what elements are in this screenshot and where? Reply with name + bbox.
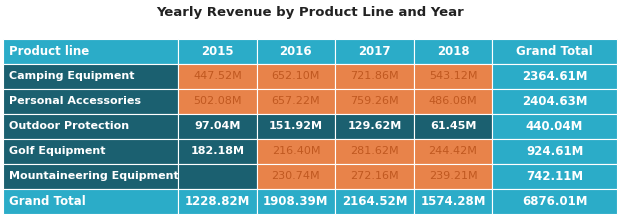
Bar <box>414 114 492 139</box>
Bar <box>3 139 178 164</box>
Bar <box>492 139 617 164</box>
Text: 281.62M: 281.62M <box>350 146 399 156</box>
Bar <box>178 139 257 164</box>
Text: 6876.01M: 6876.01M <box>522 195 587 208</box>
Text: 2364.61M: 2364.61M <box>522 70 587 83</box>
Text: 2018: 2018 <box>436 45 469 58</box>
Text: 216.40M: 216.40M <box>272 146 320 156</box>
Bar <box>414 139 492 164</box>
Text: Outdoor Protection: Outdoor Protection <box>9 121 130 131</box>
Text: 924.61M: 924.61M <box>526 145 583 158</box>
Bar <box>257 164 335 189</box>
Text: Personal Accessories: Personal Accessories <box>9 96 141 106</box>
Text: 759.26M: 759.26M <box>350 96 399 106</box>
Bar <box>257 189 335 214</box>
Bar <box>335 139 414 164</box>
Text: 447.52M: 447.52M <box>193 71 242 81</box>
Text: Yearly Revenue by Product Line and Year: Yearly Revenue by Product Line and Year <box>156 6 464 19</box>
Bar <box>178 114 257 139</box>
Text: 2404.63M: 2404.63M <box>522 95 587 108</box>
Text: 2017: 2017 <box>358 45 391 58</box>
Bar <box>3 39 178 64</box>
Text: 61.45M: 61.45M <box>430 121 476 131</box>
Text: 97.04M: 97.04M <box>194 121 241 131</box>
Bar <box>335 64 414 89</box>
Bar <box>414 189 492 214</box>
Text: 657.22M: 657.22M <box>272 96 320 106</box>
Bar <box>335 189 414 214</box>
Bar <box>414 39 492 64</box>
Text: 1908.39M: 1908.39M <box>263 195 329 208</box>
Text: Grand Total: Grand Total <box>516 45 593 58</box>
Bar <box>178 89 257 114</box>
Text: 2016: 2016 <box>280 45 312 58</box>
Bar <box>257 89 335 114</box>
Bar <box>492 39 617 64</box>
Text: 151.92M: 151.92M <box>269 121 323 131</box>
Text: 1228.82M: 1228.82M <box>185 195 250 208</box>
Bar <box>257 139 335 164</box>
Text: 543.12M: 543.12M <box>429 71 477 81</box>
Bar <box>492 164 617 189</box>
Bar <box>257 39 335 64</box>
Text: 652.10M: 652.10M <box>272 71 320 81</box>
Text: Golf Equipment: Golf Equipment <box>9 146 106 156</box>
Text: 502.08M: 502.08M <box>193 96 242 106</box>
Text: Mountaineering Equipment: Mountaineering Equipment <box>9 171 179 181</box>
Bar <box>178 64 257 89</box>
Bar <box>414 164 492 189</box>
Text: 244.42M: 244.42M <box>428 146 477 156</box>
Bar <box>492 114 617 139</box>
Bar <box>335 164 414 189</box>
Bar <box>492 189 617 214</box>
Text: 486.08M: 486.08M <box>428 96 477 106</box>
Text: Product line: Product line <box>9 45 89 58</box>
Bar <box>3 64 178 89</box>
Bar <box>3 189 178 214</box>
Bar <box>414 64 492 89</box>
Bar <box>414 89 492 114</box>
Bar <box>257 114 335 139</box>
Bar <box>257 64 335 89</box>
Bar <box>335 39 414 64</box>
Text: 742.11M: 742.11M <box>526 170 583 183</box>
Bar <box>178 39 257 64</box>
Bar <box>178 189 257 214</box>
Text: 1574.28M: 1574.28M <box>420 195 485 208</box>
Bar <box>492 64 617 89</box>
Text: 2015: 2015 <box>201 45 234 58</box>
Text: 272.16M: 272.16M <box>350 171 399 181</box>
Bar <box>178 164 257 189</box>
Bar <box>335 89 414 114</box>
Bar <box>335 114 414 139</box>
Text: 182.18M: 182.18M <box>190 146 244 156</box>
Text: 129.62M: 129.62M <box>347 121 402 131</box>
Text: 230.74M: 230.74M <box>272 171 320 181</box>
Bar <box>3 89 178 114</box>
Text: 440.04M: 440.04M <box>526 120 583 133</box>
Text: 721.86M: 721.86M <box>350 71 399 81</box>
Text: 2164.52M: 2164.52M <box>342 195 407 208</box>
Text: 239.21M: 239.21M <box>428 171 477 181</box>
Text: Camping Equipment: Camping Equipment <box>9 71 135 81</box>
Bar <box>492 89 617 114</box>
Text: Grand Total: Grand Total <box>9 195 86 208</box>
Bar <box>3 114 178 139</box>
Bar <box>3 164 178 189</box>
